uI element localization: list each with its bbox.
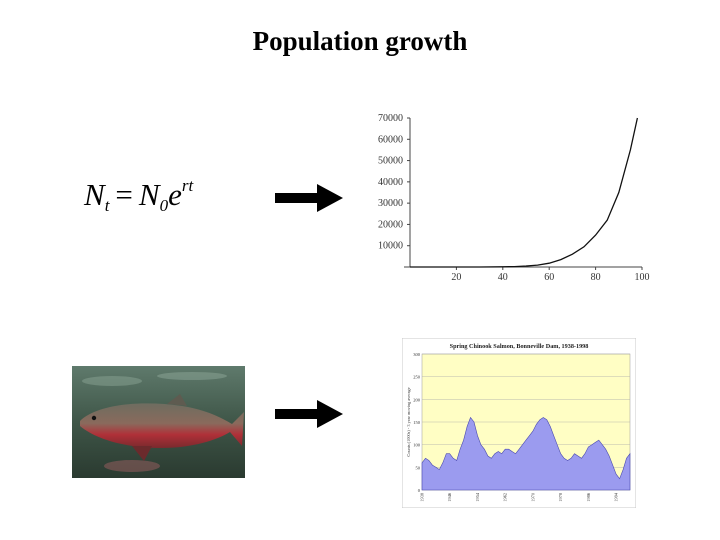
growth-curve-line	[410, 117, 639, 268]
y-tick-label: 150	[413, 420, 421, 425]
formula-zero-subscript: 0	[159, 196, 169, 215]
x-tick-label: 1962	[503, 493, 508, 502]
y-tick-label: 250	[413, 375, 421, 380]
y-tick-label: 50	[416, 465, 421, 470]
right-arrow-icon	[275, 184, 343, 212]
exponential-growth-formula: Nt = N0ert	[84, 176, 193, 216]
chinook-salmon-photo	[72, 366, 245, 478]
x-tick-label: 1994	[614, 492, 619, 501]
y-tick-label: 30000	[378, 198, 403, 209]
y-tick-label: 60000	[378, 134, 403, 145]
chart-title: Spring Chinook Salmon, Bonneville Dam, 1…	[450, 343, 589, 350]
formula-t-subscript: t	[104, 196, 110, 215]
formula-n0: N	[138, 177, 160, 212]
right-arrow-icon	[275, 400, 343, 428]
x-tick-label: 60	[544, 272, 554, 282]
formula-equals: =	[115, 177, 133, 212]
y-tick-label: 10000	[378, 241, 403, 252]
x-tick-label: 1970	[530, 493, 535, 502]
x-tick-label: 1954	[475, 492, 480, 501]
x-tick-label: 1978	[558, 493, 563, 502]
x-tick-label: 80	[591, 272, 601, 282]
x-tick-label: 1946	[447, 492, 452, 501]
exponential-growth-chart: 10000 20000 30000 40000 50000 60000 70000 20 40 6…	[378, 113, 650, 282]
formula-n: N	[84, 177, 105, 212]
x-tick-label: 100	[635, 272, 650, 282]
spring-chinook-chart: Spring Chinook Salmon, Bonneville Dam, 1…	[402, 338, 636, 508]
salmon-count-area	[421, 416, 631, 491]
y-tick-label: 50000	[378, 156, 403, 167]
y-tick-label: 20000	[378, 219, 403, 230]
y-tick-label: 70000	[378, 113, 403, 124]
x-tick-label: 1986	[586, 492, 591, 501]
x-tick-label: 40	[498, 272, 508, 282]
formula-rt-exponent: rt	[181, 176, 194, 195]
y-tick-label: 0	[418, 488, 421, 493]
y-axis-label: Counts (1000s) - 3 year moving average	[406, 387, 411, 456]
x-tick-label: 20	[451, 272, 461, 282]
x-tick-label: 1938	[420, 493, 425, 502]
y-tick-label: 200	[413, 397, 421, 402]
slide-title: Population growth	[252, 26, 468, 56]
formula-e: e	[168, 177, 182, 212]
y-tick-label: 300	[413, 352, 421, 357]
y-tick-label: 100	[413, 443, 421, 448]
y-tick-label: 40000	[378, 177, 403, 188]
